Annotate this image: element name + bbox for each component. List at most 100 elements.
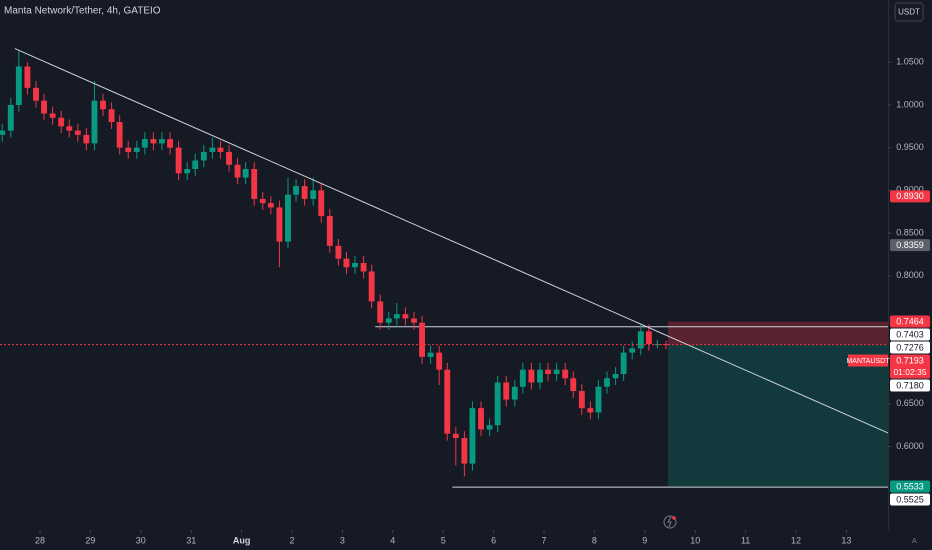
stop-zone [668, 321, 888, 345]
currency-button[interactable] [894, 2, 924, 22]
x-tick-label: 11 [741, 535, 750, 545]
candle-body [478, 408, 484, 430]
candle-body [494, 382, 501, 426]
candle-body [444, 369, 451, 434]
trend-line [14, 48, 889, 434]
candle-body [360, 262, 367, 272]
candle-body [436, 352, 443, 370]
candle-body [184, 169, 191, 174]
symbol-tag [848, 354, 888, 367]
candle-body [125, 147, 132, 152]
candle-body [537, 369, 543, 383]
price-tag-label: 0.7403 [896, 329, 924, 339]
candle-body [267, 203, 274, 208]
x-tick-label: 6 [491, 535, 496, 545]
target-zone [668, 344, 888, 487]
candle-body [159, 139, 165, 144]
candle-body [74, 130, 81, 135]
candle-body [612, 373, 619, 379]
x-tick-label: 5 [441, 535, 446, 545]
candle-body [486, 425, 493, 430]
candle-body [150, 139, 157, 144]
candle-body [167, 139, 173, 148]
candle-body [91, 100, 98, 144]
candle-body [49, 113, 56, 118]
candle-body [24, 66, 31, 88]
price-tag-label: 0.7193 [896, 355, 924, 365]
candle-body [335, 245, 342, 259]
candle-body [217, 147, 224, 152]
y-tick-label: 0.6000 [896, 441, 924, 451]
candle-body [209, 147, 216, 152]
candle-body [461, 438, 468, 464]
candle-body [200, 151, 207, 161]
lightning-icon[interactable] [663, 515, 677, 529]
candle-body [326, 215, 333, 246]
y-tick-label: 0.6500 [896, 398, 924, 408]
candle-body [562, 369, 569, 379]
price-tag [890, 480, 930, 493]
candle-body [0, 130, 6, 135]
candle-body [352, 262, 358, 268]
x-tick-label: 8 [592, 535, 597, 545]
y-tick-label: 0.8500 [896, 227, 924, 237]
candle-body [33, 87, 39, 101]
candle-body [528, 369, 535, 383]
candle-body [393, 314, 400, 319]
price-tag [890, 379, 930, 392]
candle-body [15, 66, 22, 105]
price-tag-label: 0.8359 [896, 240, 924, 250]
candle-body [83, 134, 90, 144]
candle-body [411, 318, 417, 323]
x-tick-label: 9 [642, 535, 647, 545]
price-tag [890, 328, 930, 341]
candle-body [7, 104, 14, 131]
candle-body [58, 117, 65, 127]
candle-body [629, 348, 636, 353]
price-tag-label: 0.7276 [896, 342, 924, 352]
candle-body [276, 207, 283, 242]
currency-button-label[interactable]: USDT [898, 8, 920, 17]
price-tag-label: 0.5533 [896, 481, 924, 491]
candle-body [570, 378, 577, 392]
candle-body [503, 382, 510, 400]
price-tag [890, 354, 930, 379]
candle-body [637, 331, 644, 349]
candle-body [242, 169, 249, 178]
price-tag-label: 0.8930 [896, 191, 924, 201]
candle-body [133, 147, 140, 152]
candle-body [377, 301, 384, 323]
x-tick-label: 10 [690, 535, 700, 545]
candle-body [108, 109, 115, 123]
price-tag-label: 0.5525 [896, 494, 924, 504]
x-tick-label: 29 [85, 535, 95, 545]
candle-body [604, 378, 610, 387]
candle-body [469, 408, 476, 464]
x-tick-label: 30 [136, 535, 146, 545]
candle-body [318, 190, 325, 216]
candle-body [251, 169, 258, 199]
y-tick-label: 1.0500 [896, 57, 924, 67]
candle-body [578, 391, 585, 409]
candle-body [385, 318, 392, 323]
candle-body [645, 331, 652, 345]
candle-body [66, 126, 73, 131]
candle-body [301, 186, 308, 199]
candle-body [175, 147, 182, 174]
candle-body [234, 164, 241, 178]
x-tick-label: 7 [542, 535, 547, 545]
candle-body [100, 100, 106, 110]
candle-body [192, 160, 199, 170]
x-tick-label: 31 [186, 535, 196, 545]
price-tag-label: 0.7464 [896, 316, 924, 326]
candle-body [452, 433, 459, 439]
price-tag-label: 0.7180 [896, 380, 924, 390]
price-tag [890, 315, 930, 328]
candle-body [620, 352, 627, 374]
candle-body [285, 194, 291, 242]
candle-body [419, 322, 425, 357]
candle-body [587, 408, 594, 413]
auto-scale-button[interactable]: A [912, 538, 917, 545]
x-tick-label: 13 [841, 535, 851, 545]
y-tick-label: 0.9500 [896, 142, 924, 152]
